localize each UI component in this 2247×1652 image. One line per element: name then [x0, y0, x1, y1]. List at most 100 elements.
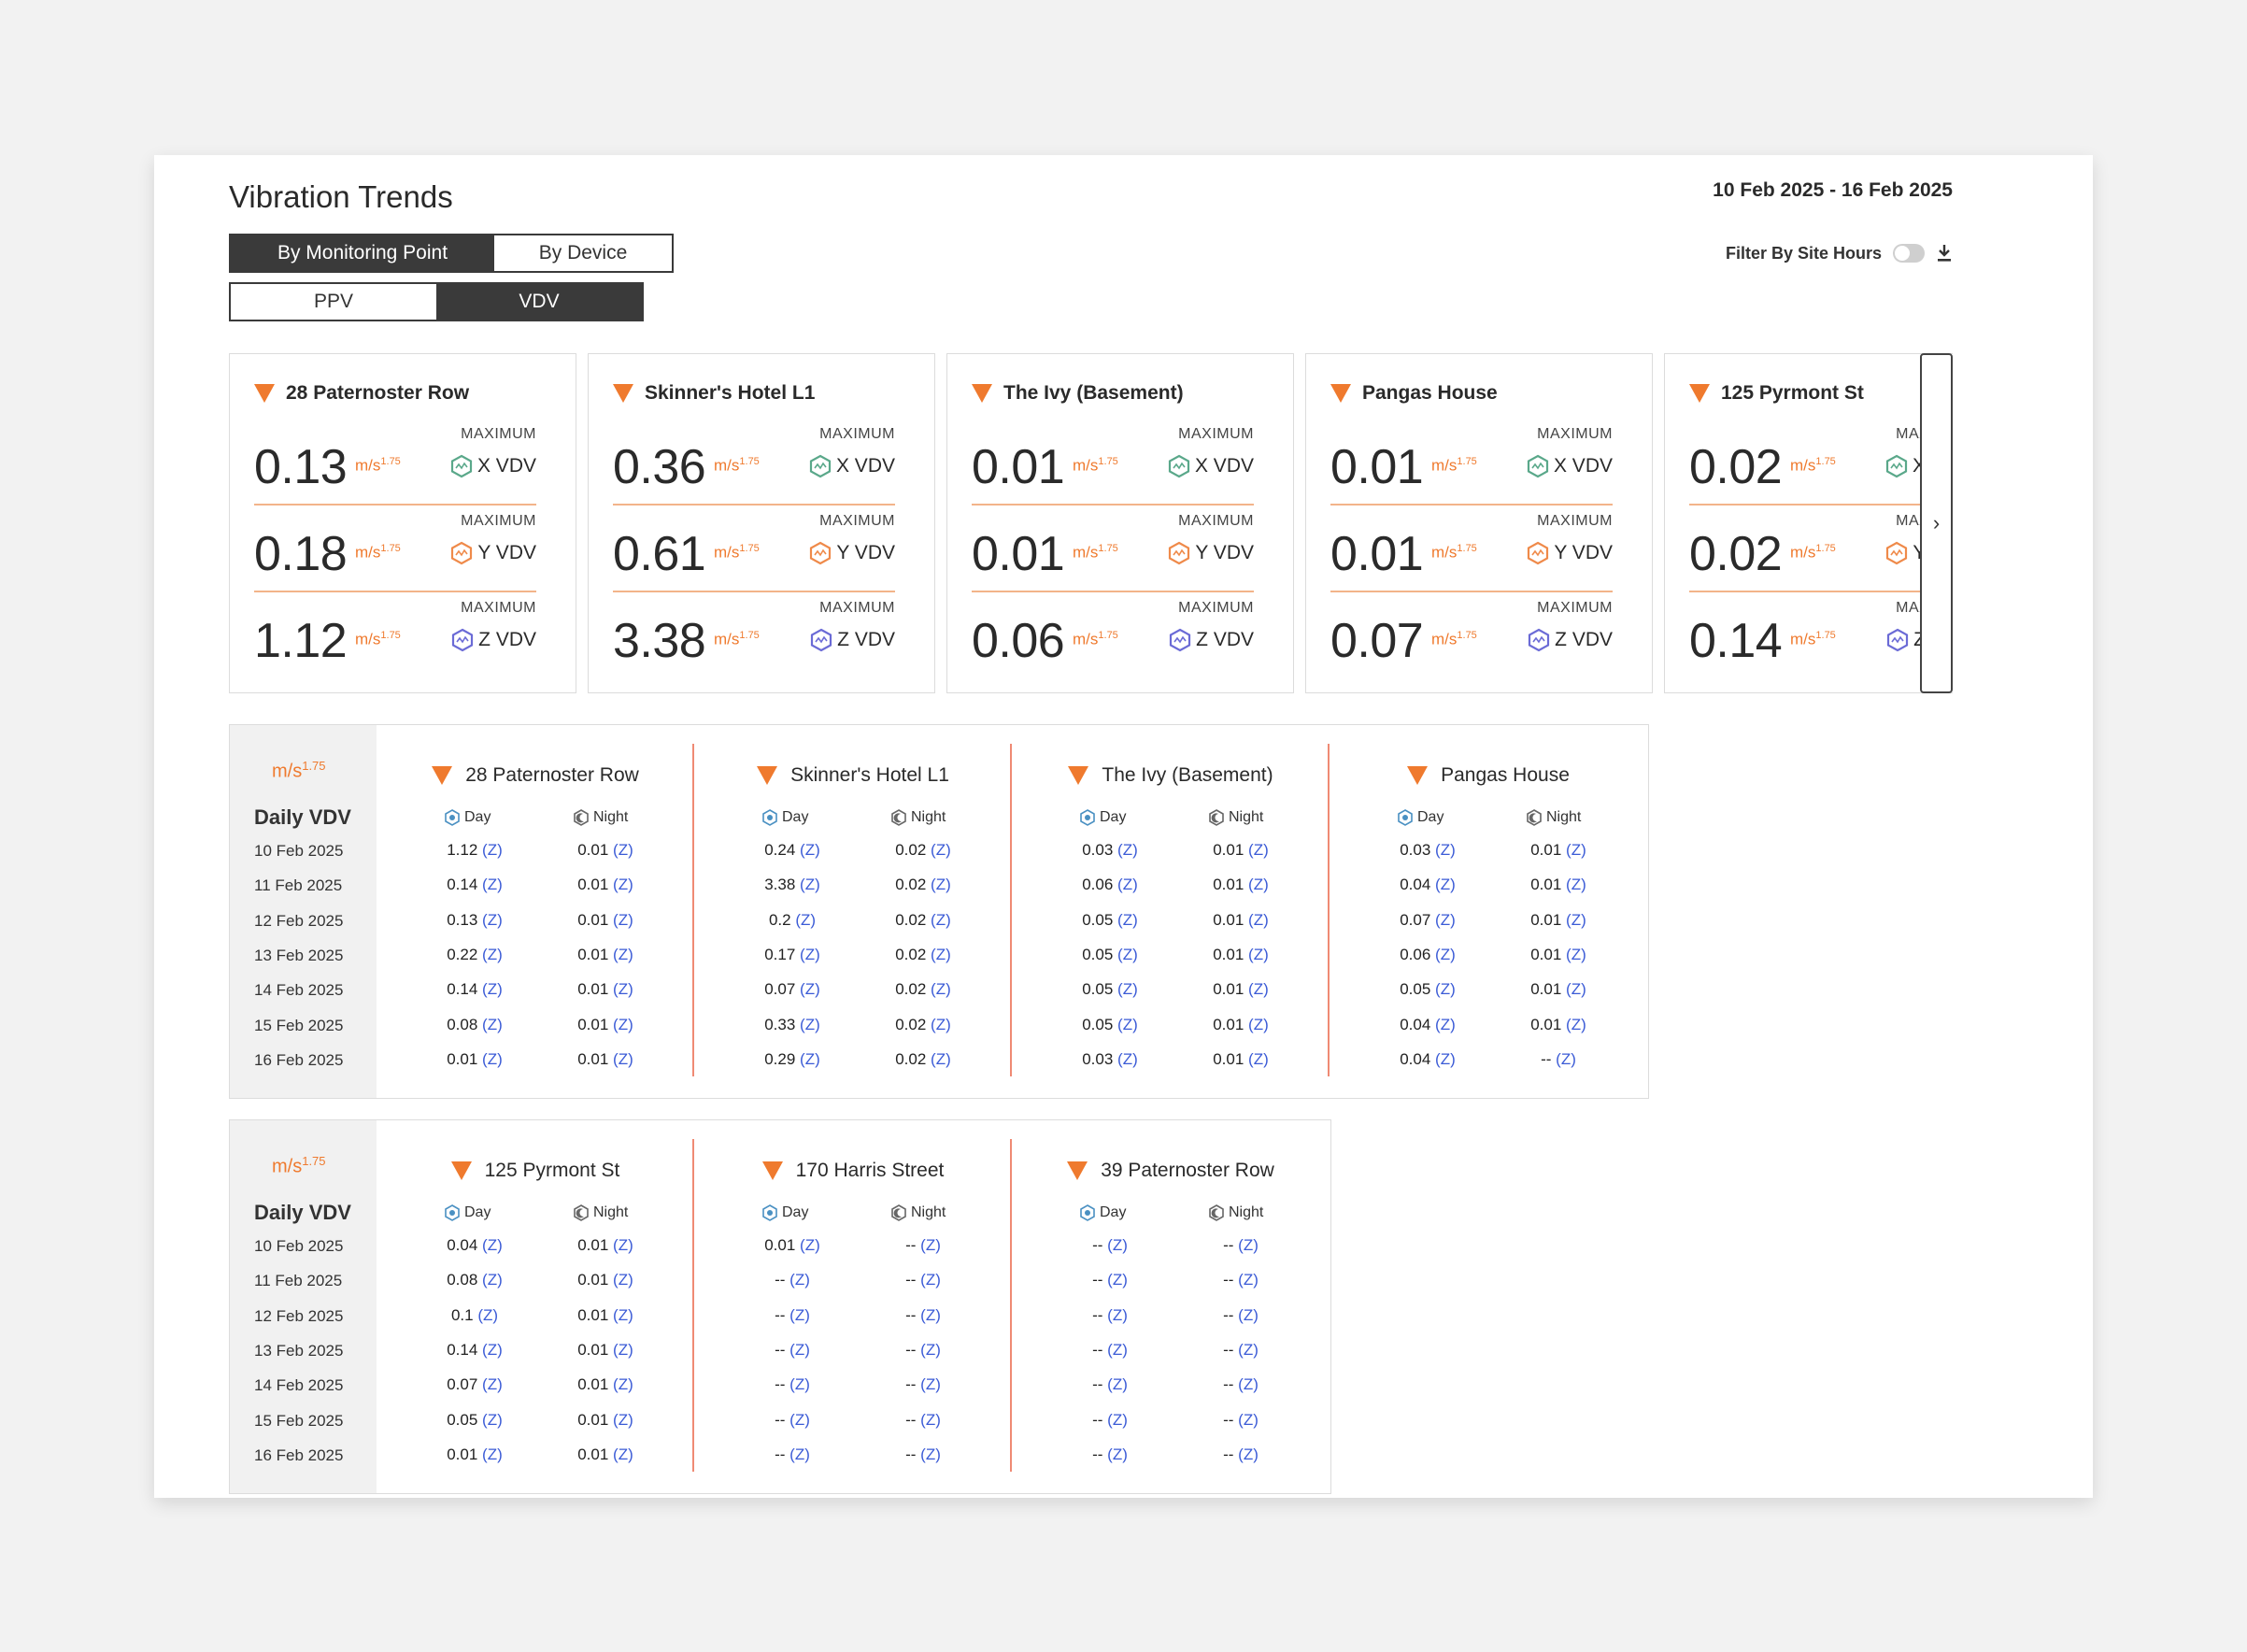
- day-icon: [1398, 809, 1413, 826]
- maximum-label: MAXIMUM: [461, 513, 536, 529]
- night-column-header: Night: [1208, 809, 1263, 826]
- night-column-header: Night: [890, 809, 946, 826]
- day-value: -- (Z): [775, 1340, 810, 1359]
- date-label: 15 Feb 2025: [254, 1016, 344, 1034]
- by-monitoring-point-button[interactable]: By Monitoring Point: [231, 235, 494, 271]
- date-label: 14 Feb 2025: [254, 981, 344, 1000]
- orange-triangle-icon: [1067, 1161, 1088, 1180]
- card-z-row: 0.06 m/s1.75 MAXIMUM Z VDV: [972, 592, 1254, 679]
- date-label: 16 Feb 2025: [254, 1446, 344, 1464]
- day-column-header: Day: [444, 809, 491, 826]
- day-icon: [1080, 1204, 1095, 1221]
- night-value: -- (Z): [905, 1410, 941, 1429]
- unit-label: m/s1.75: [1790, 456, 1836, 475]
- day-value: 0.05 (Z): [1082, 980, 1138, 999]
- row-divider: [1689, 591, 1953, 592]
- max-value: 0.01: [972, 527, 1065, 581]
- sensor-hex-icon: [1886, 541, 1908, 565]
- monitoring-point-card[interactable]: Skinner's Hotel L1 0.36 m/s1.75 MAXIMUM X VD…: [588, 353, 935, 693]
- night-value: 0.02 (Z): [895, 980, 951, 999]
- unit-label: m/s1.75: [1073, 630, 1118, 648]
- night-value: 0.01 (Z): [577, 945, 633, 963]
- day-value: 0.04 (Z): [1400, 1015, 1456, 1033]
- day-value: 0.01 (Z): [447, 1445, 503, 1463]
- ppv-button[interactable]: PPV: [231, 284, 436, 320]
- day-value: 0.04 (Z): [447, 1236, 503, 1254]
- date-range[interactable]: 10 Feb 2025 - 16 Feb 2025: [1713, 179, 1953, 201]
- night-icon: [891, 809, 906, 826]
- orange-triangle-icon: [761, 1161, 783, 1180]
- day-value: 0.14 (Z): [447, 980, 503, 999]
- sensor-hex-icon: [810, 541, 832, 565]
- unit-label: m/s1.75: [1073, 543, 1118, 562]
- day-value: 0.01 (Z): [447, 1049, 503, 1068]
- night-value: 0.02 (Z): [895, 945, 951, 963]
- unit-label: m/s1.75: [1431, 543, 1477, 562]
- night-value: 0.01 (Z): [1530, 980, 1586, 999]
- card-title: 125 Pyrmont St: [1721, 382, 1864, 404]
- sensor-hex-icon: [809, 454, 832, 478]
- maximum-label: MAXIMUM: [819, 600, 895, 616]
- day-value: -- (Z): [1092, 1305, 1128, 1324]
- day-value: 0.22 (Z): [447, 945, 503, 963]
- night-value: -- (Z): [1223, 1410, 1259, 1429]
- axis-label: X VDV: [1526, 454, 1613, 478]
- max-value: 0.07: [1330, 614, 1424, 668]
- monitoring-point-card[interactable]: 28 Paternoster Row 0.13 m/s1.75 MAXIMUM X VD…: [229, 353, 576, 693]
- next-cards-button[interactable]: ›: [1920, 353, 1953, 693]
- night-icon: [574, 1204, 589, 1221]
- by-device-button[interactable]: By Device: [494, 235, 672, 271]
- night-value: -- (Z): [905, 1340, 941, 1359]
- maximum-label: MAXIMUM: [461, 600, 536, 616]
- day-column-header: Day: [1079, 1204, 1126, 1221]
- card-x-row: 0.01 m/s1.75 MAXIMUM X VDV: [972, 419, 1254, 506]
- monitoring-point-card[interactable]: Pangas House 0.01 m/s1.75 MAXIMUM X VDV 0.01 m…: [1305, 353, 1653, 693]
- download-icon[interactable]: [1936, 243, 1953, 263]
- day-icon: [445, 1204, 460, 1221]
- night-value: 0.02 (Z): [895, 910, 951, 929]
- card-header: Skinner's Hotel L1: [613, 382, 815, 405]
- card-z-row: 3.38 m/s1.75 MAXIMUM Z VDV: [613, 592, 895, 679]
- day-value: -- (Z): [1092, 1236, 1128, 1254]
- unit-label: m/s1.75: [714, 543, 760, 562]
- night-value: 0.01 (Z): [577, 1445, 633, 1463]
- orange-triangle-icon: [254, 384, 275, 403]
- night-value: 0.02 (Z): [895, 876, 951, 894]
- sensor-hex-icon: [450, 454, 473, 478]
- axis-label: Y VDV: [1167, 541, 1254, 565]
- max-value: 0.36: [613, 440, 706, 494]
- night-value: 0.02 (Z): [895, 1015, 951, 1033]
- card-x-row: 0.01 m/s1.75 MAXIMUM X VDV: [1330, 419, 1613, 506]
- page-title: Vibration Trends: [229, 179, 453, 214]
- point-column-group: 170 Harris Street Day Night 0.01 (Z) -- (Z) -…: [694, 1139, 1012, 1472]
- max-value: 0.18: [254, 527, 348, 581]
- max-value: 0.06: [972, 614, 1065, 668]
- night-value: -- (Z): [905, 1445, 941, 1463]
- site-hours-toggle[interactable]: [1893, 244, 1925, 263]
- day-column-header: Day: [1397, 809, 1443, 826]
- maximum-label: MAXIMUM: [1178, 426, 1254, 442]
- view-toggle: By Monitoring Point By Device: [229, 234, 674, 273]
- night-value: 0.01 (Z): [577, 1049, 633, 1068]
- night-value: -- (Z): [1223, 1340, 1259, 1359]
- day-value: -- (Z): [1092, 1445, 1128, 1463]
- night-icon: [574, 809, 589, 826]
- night-value: 0.01 (Z): [577, 1015, 633, 1033]
- orange-triangle-icon: [432, 766, 453, 785]
- group-header: Skinner's Hotel L1: [694, 764, 1012, 787]
- day-value: 0.05 (Z): [447, 1410, 503, 1429]
- group-header: 39 Paternoster Row: [1012, 1160, 1330, 1182]
- day-value: -- (Z): [1092, 1271, 1128, 1289]
- max-value: 0.14: [1689, 614, 1783, 668]
- vdv-button[interactable]: VDV: [436, 284, 642, 320]
- day-icon: [762, 1204, 777, 1221]
- date-label: 10 Feb 2025: [254, 1237, 344, 1255]
- monitoring-point-card[interactable]: The Ivy (Basement) 0.01 m/s1.75 MAXIMUM X VD…: [946, 353, 1294, 693]
- vibration-trends-panel: Vibration Trends 10 Feb 2025 - 16 Feb 20…: [154, 155, 2093, 1498]
- maximum-label: MAXIMUM: [1178, 600, 1254, 616]
- maximum-label: MAXIMUM: [461, 426, 536, 442]
- daily-vdv-label: Daily VDV: [254, 1201, 351, 1224]
- axis-label: X VDV: [808, 454, 895, 478]
